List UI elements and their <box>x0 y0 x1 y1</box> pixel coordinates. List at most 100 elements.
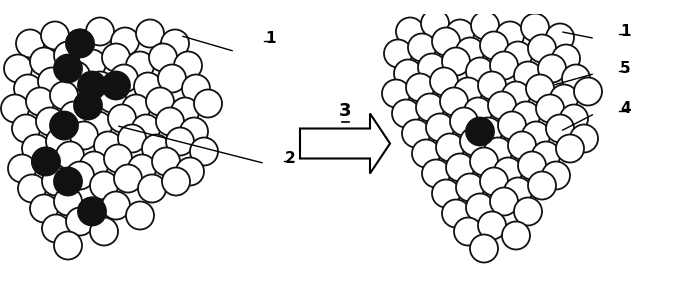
Circle shape <box>521 13 549 42</box>
Circle shape <box>70 121 98 150</box>
Circle shape <box>432 179 460 208</box>
Circle shape <box>30 48 58 75</box>
Circle shape <box>402 119 430 148</box>
Text: 2: 2 <box>285 151 296 166</box>
Circle shape <box>180 117 208 146</box>
Circle shape <box>111 28 139 55</box>
Circle shape <box>484 137 512 166</box>
Circle shape <box>436 133 464 162</box>
Circle shape <box>54 187 82 216</box>
Circle shape <box>514 197 542 226</box>
Circle shape <box>382 79 410 108</box>
Circle shape <box>78 197 106 226</box>
Circle shape <box>14 75 42 102</box>
Circle shape <box>528 34 556 63</box>
Circle shape <box>46 127 74 156</box>
Circle shape <box>102 71 130 100</box>
Circle shape <box>552 44 580 73</box>
Circle shape <box>471 11 499 40</box>
Circle shape <box>422 160 450 187</box>
Circle shape <box>490 187 518 216</box>
Circle shape <box>432 28 460 55</box>
Circle shape <box>478 212 506 239</box>
Circle shape <box>114 164 142 193</box>
Circle shape <box>456 38 484 65</box>
Circle shape <box>574 77 602 106</box>
Circle shape <box>26 88 54 115</box>
Polygon shape <box>300 113 390 174</box>
Circle shape <box>440 88 468 115</box>
Circle shape <box>136 20 164 48</box>
Circle shape <box>162 168 190 195</box>
Circle shape <box>470 148 498 175</box>
Circle shape <box>50 82 78 110</box>
Circle shape <box>42 214 70 243</box>
Circle shape <box>464 98 492 125</box>
Circle shape <box>84 112 112 139</box>
Circle shape <box>190 137 218 166</box>
Circle shape <box>446 20 474 48</box>
Circle shape <box>466 57 494 86</box>
Circle shape <box>536 94 564 123</box>
Circle shape <box>166 127 194 156</box>
Circle shape <box>450 108 478 135</box>
Circle shape <box>149 44 177 71</box>
Circle shape <box>4 55 32 82</box>
Circle shape <box>132 115 160 143</box>
Circle shape <box>60 102 88 129</box>
Circle shape <box>480 168 508 195</box>
Circle shape <box>384 40 412 67</box>
Circle shape <box>478 71 506 100</box>
Circle shape <box>538 55 566 82</box>
Circle shape <box>542 162 570 189</box>
Circle shape <box>54 232 82 259</box>
Circle shape <box>8 154 36 183</box>
Circle shape <box>22 135 50 162</box>
Circle shape <box>470 234 498 263</box>
Text: 1: 1 <box>265 31 276 46</box>
Circle shape <box>502 82 530 110</box>
Circle shape <box>42 168 70 195</box>
Circle shape <box>78 197 106 226</box>
Circle shape <box>80 152 108 179</box>
Circle shape <box>430 67 458 96</box>
Circle shape <box>546 115 574 143</box>
Circle shape <box>126 51 154 79</box>
Circle shape <box>1 94 29 123</box>
Text: 4: 4 <box>620 101 630 116</box>
Circle shape <box>408 34 436 61</box>
Circle shape <box>94 131 122 160</box>
Circle shape <box>161 30 189 57</box>
Circle shape <box>532 141 560 170</box>
Circle shape <box>504 177 532 205</box>
Circle shape <box>12 115 40 143</box>
Circle shape <box>194 90 222 117</box>
Circle shape <box>466 193 494 222</box>
Circle shape <box>50 112 78 139</box>
Circle shape <box>32 148 60 175</box>
Circle shape <box>182 75 210 102</box>
Circle shape <box>174 51 202 79</box>
Circle shape <box>156 108 184 135</box>
Circle shape <box>550 84 578 113</box>
Circle shape <box>460 127 488 156</box>
Circle shape <box>126 201 154 230</box>
Circle shape <box>570 125 598 152</box>
Circle shape <box>171 98 199 125</box>
Circle shape <box>62 61 90 90</box>
Circle shape <box>526 75 554 102</box>
Circle shape <box>480 32 508 59</box>
Circle shape <box>104 144 132 172</box>
Circle shape <box>562 65 590 92</box>
Circle shape <box>396 18 424 46</box>
Circle shape <box>66 30 94 57</box>
Circle shape <box>546 24 574 51</box>
Circle shape <box>98 84 126 113</box>
Circle shape <box>504 42 532 69</box>
Circle shape <box>36 108 64 135</box>
Text: 1: 1 <box>620 24 630 39</box>
Circle shape <box>66 208 94 236</box>
Circle shape <box>18 174 46 203</box>
Circle shape <box>412 139 440 168</box>
Circle shape <box>90 218 118 245</box>
